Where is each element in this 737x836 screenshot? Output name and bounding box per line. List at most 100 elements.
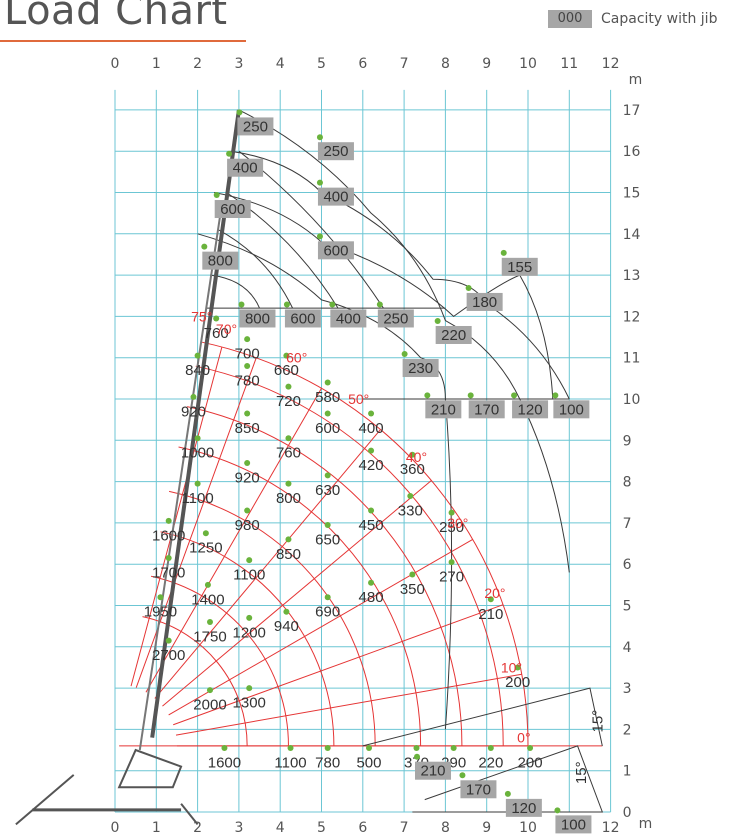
boom-angle-label: 60° (286, 350, 307, 366)
jib-capacity-box (214, 200, 251, 219)
capacity-label: 2700 (152, 647, 185, 664)
capacity-label: 1400 (191, 591, 224, 608)
data-point (368, 447, 375, 454)
capacity-label: 840 (185, 362, 210, 379)
y-tick-label: 10 (623, 392, 641, 408)
data-point (221, 744, 228, 751)
capacity-label: 1100 (274, 754, 306, 771)
y-axis-label: m (629, 72, 643, 88)
jib-capacity-box (425, 400, 462, 419)
x-tick-label-top: 4 (276, 56, 285, 72)
capacity-label: 580 (315, 389, 340, 406)
data-point (368, 507, 375, 514)
capacity-label: 420 (359, 457, 384, 474)
crane-drawing (15, 109, 241, 826)
jib-capacity-label: 230 (408, 360, 433, 377)
title-underline (0, 40, 246, 42)
data-point (287, 744, 294, 751)
jib-point (401, 351, 408, 358)
angle-ray (130, 346, 223, 687)
capacity-label: 2000 (193, 697, 226, 714)
x-tick-label-bottom: 12 (602, 820, 620, 836)
y-tick-label: 8 (623, 475, 632, 491)
x-tick-label-bottom: 9 (482, 820, 491, 836)
capacity-label: 360 (400, 461, 425, 478)
jib-capacity-label: 250 (323, 143, 348, 160)
data-point (448, 509, 455, 516)
jib-point (283, 301, 290, 308)
capacity-label: 200 (518, 754, 543, 771)
jib-point (511, 392, 518, 399)
data-point (194, 435, 201, 442)
data-point (368, 410, 375, 417)
jib-capacity-box (402, 359, 439, 378)
capacity-label: 630 (315, 482, 340, 499)
capacity-label: 1250 (189, 540, 222, 557)
capacity-label: 210 (478, 606, 503, 623)
data-point (244, 507, 251, 514)
y-tick-label: 6 (623, 557, 632, 573)
capacity-label: 760 (204, 325, 229, 342)
angle-ray (162, 480, 432, 707)
y-tick-label: 3 (623, 681, 632, 697)
jib-reach-curve (218, 229, 294, 309)
y-tick-label: 12 (623, 309, 641, 325)
jib-point (236, 109, 243, 116)
x-tick-label-bottom: 0 (111, 820, 120, 836)
data-point (324, 410, 331, 417)
data-point (246, 685, 253, 692)
angle-ray (173, 604, 504, 726)
data-point (244, 410, 251, 417)
x-tick-label-bottom: 10 (519, 820, 537, 836)
x-tick-label-top: 7 (400, 56, 409, 72)
x-tick-label-bottom: 5 (317, 820, 326, 836)
jib-capacity-box (317, 241, 354, 260)
capacity-label: 330 (398, 503, 423, 520)
boom-angle-label: 75° (191, 308, 212, 324)
slope-label: 15° (573, 761, 590, 784)
data-point (244, 336, 251, 343)
x-tick-label-top: 1 (152, 56, 161, 72)
capacity-label: 1950 (144, 604, 177, 621)
data-point (194, 480, 201, 487)
capacity-label: 940 (274, 618, 299, 635)
capacity-label: 200 (505, 674, 530, 691)
x-tick-label-bottom: 4 (276, 820, 285, 836)
x-tick-label-top: 6 (358, 56, 367, 72)
capacity-label: 1600 (152, 527, 185, 544)
jib-capacity-label: 220 (441, 327, 466, 344)
capacity-label: 1200 (233, 624, 266, 641)
capacity-label: 700 (235, 346, 260, 363)
jib-capacity-label: 800 (245, 310, 270, 327)
capacity-label: 850 (276, 546, 301, 563)
angle-ray (168, 538, 473, 716)
y-tick-label: 4 (623, 640, 632, 656)
jib-capacity-label: 155 (507, 259, 532, 276)
jib-capacity-box (227, 158, 264, 177)
jib-point (316, 233, 323, 240)
x-tick-label-bottom: 3 (234, 820, 243, 836)
radius-arc (142, 616, 248, 746)
jib-capacity-label: 210 (431, 401, 456, 418)
capacity-label: 760 (276, 445, 301, 462)
data-point (324, 472, 331, 479)
data-point (324, 594, 331, 601)
jib-capacity-label: 250 (383, 310, 408, 327)
jib-point (500, 249, 507, 256)
jib-point (316, 179, 323, 186)
capacity-label: 650 (315, 531, 340, 548)
boom-angle-label: 0° (517, 730, 530, 746)
capacity-label: 250 (439, 519, 464, 536)
x-tick-label-bottom: 1 (152, 820, 161, 836)
jib-capacity-label: 250 (243, 118, 268, 135)
data-point (365, 744, 372, 751)
data-point (283, 352, 290, 359)
x-tick-label-top: 2 (193, 56, 202, 72)
chart-title: Load Chart (4, 0, 228, 34)
jib-capacity-box (555, 815, 592, 834)
jib-point (213, 192, 220, 199)
jib-capacity-box (284, 309, 321, 328)
capacity-label: 980 (235, 517, 260, 534)
boom-angle-label: 20° (484, 585, 505, 601)
